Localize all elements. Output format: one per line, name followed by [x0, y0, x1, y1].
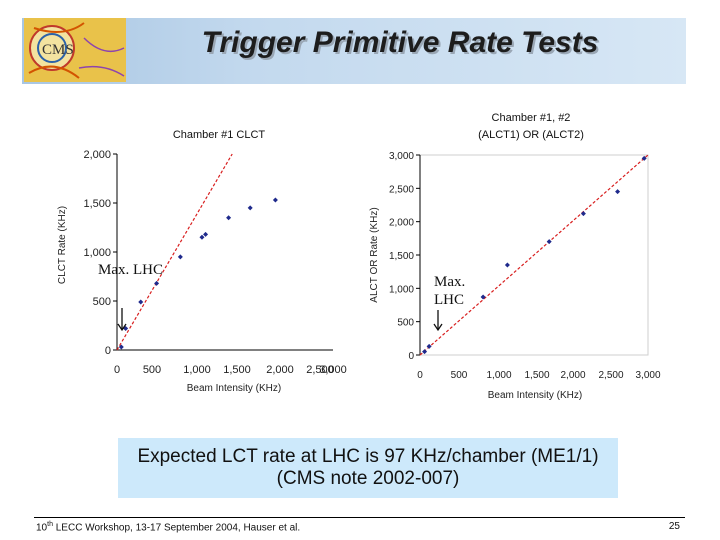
chart-2-x-tick-label: 2,000 — [560, 370, 585, 381]
chart-1-data-point — [154, 280, 160, 286]
chart-1-y-tick-label: 500 — [93, 296, 111, 308]
chart-2-data-point — [641, 155, 647, 161]
title-banner — [22, 18, 686, 84]
chart-2-y-tick-label: 3,000 — [389, 151, 414, 162]
chart-1-x-tick-label: 500 — [143, 364, 161, 376]
chart-1-y-tick-label: 1,500 — [83, 198, 111, 210]
chart-2-data-point — [615, 189, 621, 195]
footer-rest: LECC Workshop, 13-17 September 2004, Hau… — [52, 522, 301, 534]
chart-2-annotation-line-2: LHC — [434, 292, 464, 308]
chart-1-data-point — [138, 299, 144, 305]
chart-1-x-tick-label: 2,500 — [306, 364, 334, 376]
chart-1-data-point — [247, 205, 253, 211]
chart-1-x-tick-label: 3,000 — [319, 364, 347, 376]
chart-1-y-tick-label: 1,000 — [83, 247, 111, 259]
chart-2-annotation-line-1: Max. — [434, 274, 465, 290]
chart-2-data-point — [504, 262, 510, 268]
chart-2-x-tick-label: 1,000 — [486, 370, 511, 381]
chart-1-x-tick-label: 1,500 — [223, 364, 251, 376]
chart-2-y-tick-label: 2,000 — [389, 218, 414, 229]
chart-1-x-axis-label: Beam Intensity (KHz) — [187, 383, 281, 394]
chart-2-y-tick-label: 500 — [397, 318, 414, 329]
callout-line-1: Expected LCT rate at LHC is 97 KHz/chamb… — [137, 446, 599, 467]
chart-2-data-point — [546, 239, 552, 245]
chart-1-x-tick-label: 2,000 — [266, 364, 294, 376]
chart-1-y-tick-label: 0 — [105, 345, 111, 357]
chart-1-data-point — [272, 197, 278, 203]
page-title: Trigger Primitive Rate Tests — [201, 26, 599, 59]
chart-2-y-axis-label: ALCT OR Rate (KHz) — [369, 207, 380, 302]
chart-2-data-point — [580, 211, 586, 217]
page-number: 25 — [668, 521, 680, 532]
logo-text: CMS — [42, 42, 74, 58]
expected-rate-callout: Expected LCT rate at LHC is 97 KHz/chamb… — [118, 438, 618, 498]
chart-2-y-tick-label: 1,500 — [389, 251, 414, 262]
footer-citation: 10th LECC Workshop, 13-17 September 2004… — [36, 521, 300, 533]
chart-1-fit-line — [116, 153, 233, 351]
footer-sup: th — [47, 521, 53, 528]
chart-1-x-tick-label: 1,000 — [183, 364, 211, 376]
chart-1-data-point — [226, 215, 232, 221]
chart-1-annotation-arrowhead — [117, 323, 127, 332]
chart-2-title: (ALCT1) OR (ALCT2) — [478, 129, 584, 141]
chart-2-y-tick-label: 2,500 — [389, 184, 414, 195]
chart-2-x-tick-label: 1,500 — [524, 370, 549, 381]
chart-1-data-point — [199, 234, 205, 240]
chart-2-title: Chamber #1, #2 — [492, 112, 571, 124]
chart-1-data-point — [118, 344, 124, 350]
chart-2-x-tick-label: 2,500 — [598, 370, 623, 381]
chart-2-annotation-arrowhead — [433, 323, 443, 332]
chart-2-x-tick-label: 500 — [451, 370, 468, 381]
chart-2-data-point — [480, 294, 486, 300]
chart-1-data-point — [177, 254, 183, 260]
cms-logo: CMS — [24, 18, 126, 82]
chart-1-title: Chamber #1 CLCT — [173, 129, 266, 141]
chart-1-data-point — [203, 231, 209, 237]
chart-2-y-tick-label: 1,000 — [389, 284, 414, 295]
chart-1-annotation: Max. LHC — [98, 262, 163, 278]
chart-2-y-tick-label: 0 — [408, 351, 414, 362]
chart-1-x-tick-label: 0 — [114, 364, 120, 376]
chart-2-x-tick-label: 3,000 — [635, 370, 660, 381]
chart-2-x-tick-label: 0 — [417, 370, 423, 381]
chart-2-data-point — [426, 343, 432, 349]
footer-prefix: 10 — [36, 522, 48, 534]
chart-1-y-tick-label: 2,000 — [83, 149, 111, 161]
chart-1-y-axis-label: CLCT Rate (KHz) — [57, 206, 68, 284]
chart-2-data-point — [422, 349, 428, 355]
callout-line-2: (CMS note 2002-007) — [276, 468, 460, 489]
chart-2-x-axis-label: Beam Intensity (KHz) — [488, 390, 582, 401]
footer-divider — [34, 517, 685, 518]
chart-2-fit-line — [419, 154, 649, 356]
